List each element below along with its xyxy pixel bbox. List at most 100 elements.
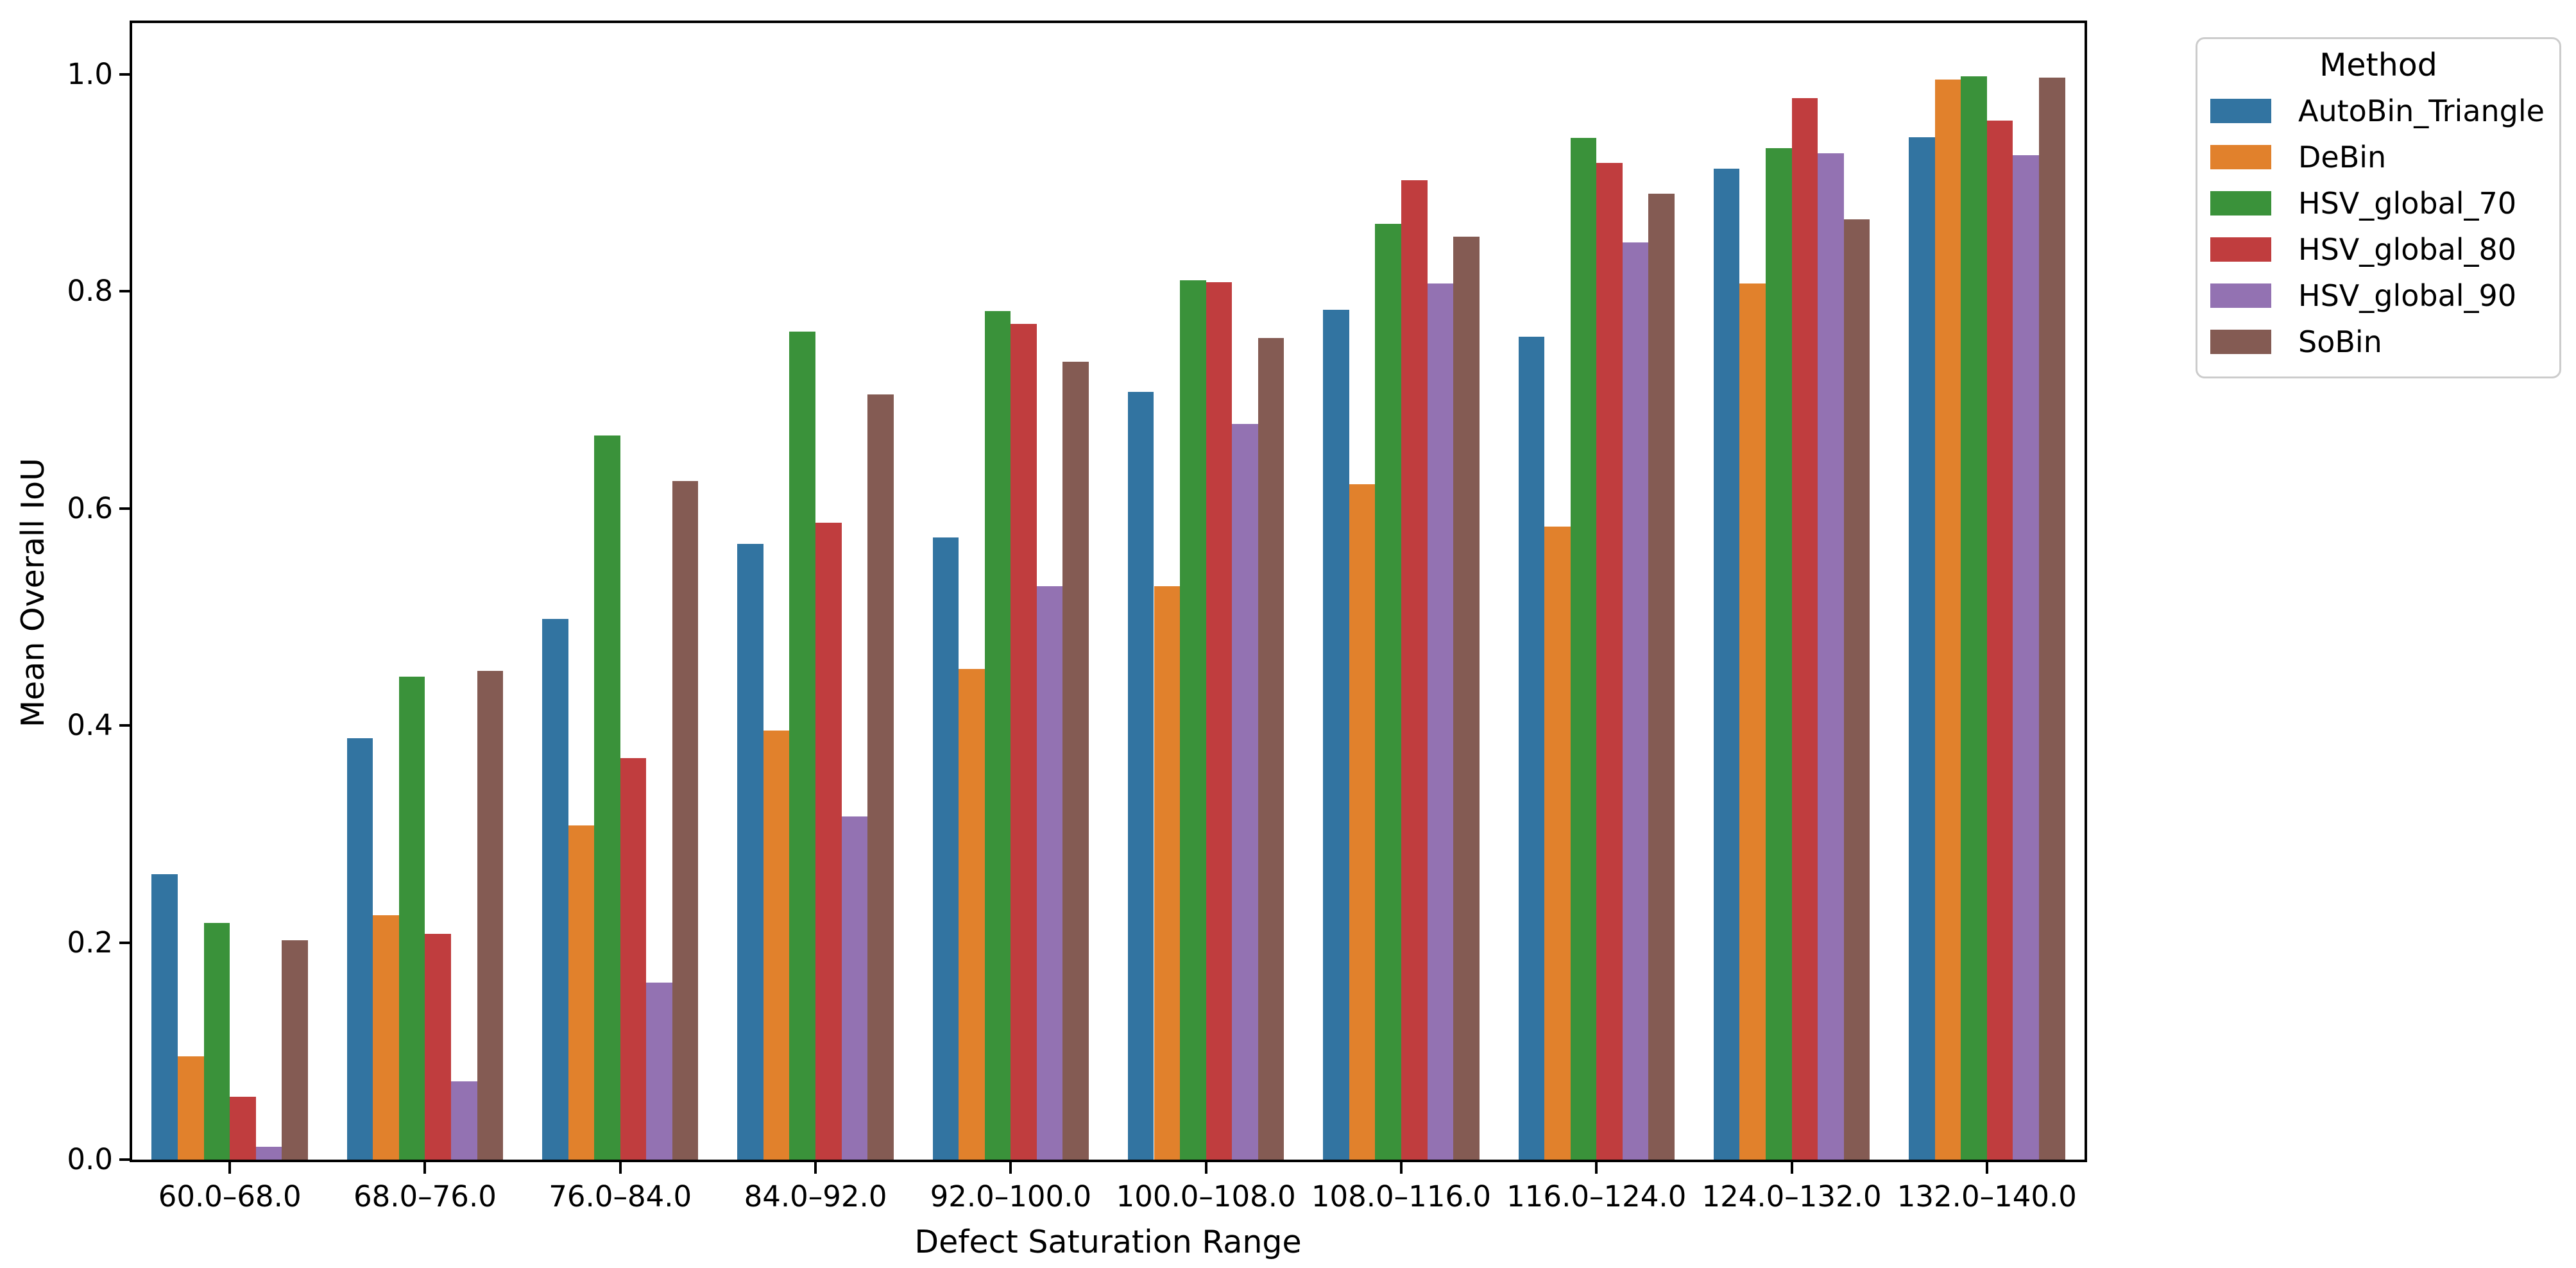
- bar-sobin: [1843, 219, 1870, 1160]
- x-tick-mark: [1595, 1162, 1598, 1174]
- bar-autobin-triangle: [1323, 309, 1349, 1160]
- legend-item-label: SoBin: [2298, 325, 2382, 359]
- y-tick-label: 0.0: [67, 1142, 113, 1176]
- bar-sobin: [477, 671, 504, 1160]
- bar-debin: [178, 1056, 204, 1160]
- legend-color-swatch-icon: [2210, 283, 2271, 308]
- x-tick-label: 108.0–116.0: [1311, 1179, 1492, 1213]
- bar-debin: [1349, 484, 1376, 1160]
- bar-hsv-global-80: [1401, 180, 1428, 1160]
- bar-hsv-global-80: [1596, 163, 1623, 1160]
- bar-hsv-global-70: [203, 923, 230, 1160]
- bar-hsv-global-90: [646, 983, 672, 1160]
- bar-sobin: [1062, 362, 1089, 1160]
- bar-sobin: [2038, 77, 2065, 1160]
- y-tick-mark: [119, 1158, 130, 1161]
- bar-hsv-global-70: [1375, 224, 1401, 1160]
- bar-hsv-global-90: [451, 1081, 477, 1160]
- bar-debin: [1739, 283, 1766, 1160]
- bar-hsv-global-70: [594, 435, 620, 1160]
- y-tick-mark: [119, 507, 130, 510]
- bar-sobin: [1453, 237, 1480, 1160]
- legend-item-autobin-triangle: AutoBin_Triangle: [2210, 88, 2546, 134]
- bar-autobin-triangle: [1127, 392, 1154, 1160]
- legend: Method AutoBin_Triangle DeBin HSV_global_7…: [2196, 37, 2561, 378]
- x-tick-mark: [1009, 1162, 1012, 1174]
- legend-item-hsv-global-80: HSV_global_80: [2210, 226, 2546, 273]
- bar-debin: [763, 731, 790, 1160]
- bar-hsv-global-90: [1818, 153, 1844, 1160]
- bar-hsv-global-80: [620, 757, 647, 1160]
- legend-color-swatch-icon: [2210, 237, 2271, 262]
- legend-color-swatch-icon: [2210, 191, 2271, 216]
- bar-sobin: [1258, 337, 1284, 1160]
- bar-hsv-global-70: [1570, 138, 1597, 1160]
- legend-item-label: DeBin: [2298, 140, 2387, 174]
- bar-autobin-triangle: [1518, 337, 1545, 1160]
- x-tick-label: 84.0–92.0: [744, 1179, 887, 1213]
- x-tick-mark: [618, 1162, 622, 1174]
- bar-hsv-global-70: [984, 310, 1011, 1160]
- x-tick-label: 124.0–132.0: [1702, 1179, 1882, 1213]
- bar-sobin: [672, 481, 699, 1160]
- bar-autobin-triangle: [737, 544, 763, 1160]
- bar-hsv-global-70: [1961, 76, 1987, 1160]
- legend-color-swatch-icon: [2210, 145, 2271, 169]
- bar-autobin-triangle: [151, 874, 178, 1160]
- bar-hsv-global-80: [230, 1096, 256, 1160]
- bar-debin: [959, 669, 985, 1160]
- y-tick-label: 0.6: [67, 491, 113, 525]
- bar-hsv-global-90: [1036, 586, 1063, 1160]
- y-tick-label: 0.4: [67, 708, 113, 743]
- bar-hsv-global-90: [255, 1146, 282, 1160]
- bar-hsv-global-70: [1765, 148, 1792, 1160]
- legend-item-hsv-global-70: HSV_global_70: [2210, 180, 2546, 226]
- x-tick-mark: [1985, 1162, 1988, 1174]
- x-tick-mark: [1204, 1162, 1207, 1174]
- bar-hsv-global-90: [1232, 423, 1258, 1160]
- legend-item-label: AutoBin_Triangle: [2298, 94, 2545, 128]
- x-tick-label: 92.0–100.0: [930, 1179, 1092, 1213]
- bar-hsv-global-90: [1427, 283, 1454, 1160]
- bar-hsv-global-90: [1622, 242, 1649, 1160]
- bar-sobin: [282, 940, 308, 1160]
- legend-item-label: HSV_global_70: [2298, 186, 2517, 221]
- bar-sobin: [867, 394, 894, 1160]
- x-tick-mark: [814, 1162, 817, 1174]
- x-tick-label: 60.0–68.0: [158, 1179, 302, 1213]
- x-axis-title: Defect Saturation Range: [914, 1224, 1302, 1260]
- bar-hsv-global-90: [841, 816, 868, 1160]
- bar-hsv-global-70: [1180, 280, 1206, 1160]
- bar-autobin-triangle: [1713, 168, 1740, 1160]
- bar-hsv-global-90: [2013, 155, 2039, 1160]
- bar-hsv-global-80: [1791, 97, 1818, 1160]
- bar-debin: [568, 825, 595, 1160]
- bar-hsv-global-80: [1986, 121, 2013, 1160]
- bar-autobin-triangle: [542, 619, 568, 1160]
- x-tick-label: 100.0–108.0: [1116, 1179, 1296, 1213]
- y-tick-label: 0.8: [67, 274, 113, 309]
- bar-debin: [1544, 527, 1571, 1160]
- plot-bottom-spine: [130, 1160, 2087, 1162]
- bar-hsv-global-70: [789, 331, 816, 1160]
- bar-debin: [1154, 586, 1181, 1160]
- x-tick-label: 68.0–76.0: [353, 1179, 497, 1213]
- x-tick-label: 116.0–124.0: [1506, 1179, 1687, 1213]
- x-tick-label: 76.0–84.0: [549, 1179, 692, 1213]
- bar-autobin-triangle: [932, 537, 959, 1160]
- legend-item-debin: DeBin: [2210, 134, 2546, 180]
- bar-hsv-global-80: [425, 933, 451, 1160]
- x-tick-mark: [1790, 1162, 1793, 1174]
- y-tick-mark: [119, 72, 130, 76]
- legend-items: AutoBin_Triangle DeBin HSV_global_70 HSV_gl…: [2210, 88, 2546, 365]
- legend-item-label: HSV_global_90: [2298, 278, 2517, 313]
- x-tick-mark: [228, 1162, 232, 1174]
- y-tick-mark: [119, 941, 130, 944]
- legend-item-label: HSV_global_80: [2298, 232, 2517, 267]
- bar-hsv-global-80: [1011, 323, 1037, 1160]
- legend-item-sobin: SoBin: [2210, 319, 2546, 365]
- bar-autobin-triangle: [346, 738, 373, 1160]
- y-tick-label: 0.2: [67, 925, 113, 959]
- bar-autobin-triangle: [1909, 137, 1935, 1160]
